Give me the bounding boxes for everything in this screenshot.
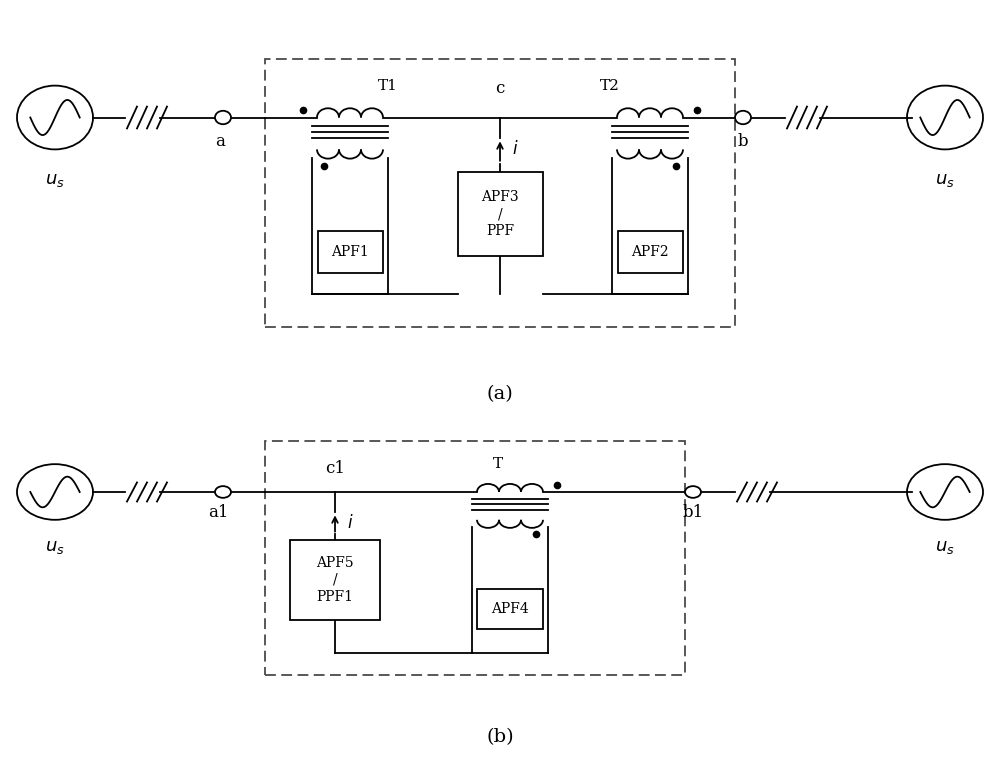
Text: c: c xyxy=(495,79,505,97)
Text: $u_s$: $u_s$ xyxy=(935,538,955,556)
Text: APF2: APF2 xyxy=(631,245,669,259)
Text: $u_s$: $u_s$ xyxy=(45,538,65,556)
Text: APF1: APF1 xyxy=(331,245,369,259)
Text: T2: T2 xyxy=(600,79,620,92)
Text: (a): (a) xyxy=(487,385,513,404)
Text: APF3
/
PPF: APF3 / PPF xyxy=(481,190,519,238)
Text: a1: a1 xyxy=(208,504,228,521)
Bar xyxy=(618,230,682,272)
Text: $u_s$: $u_s$ xyxy=(45,172,65,189)
Circle shape xyxy=(735,111,751,124)
Circle shape xyxy=(215,486,231,497)
Text: T1: T1 xyxy=(378,79,398,92)
Text: (b): (b) xyxy=(486,729,514,746)
Text: b1: b1 xyxy=(682,504,704,521)
Bar xyxy=(265,59,735,327)
Bar xyxy=(265,441,685,675)
Bar xyxy=(478,589,542,629)
Text: b: b xyxy=(738,133,748,150)
Bar xyxy=(458,172,542,256)
Bar xyxy=(290,539,380,620)
Circle shape xyxy=(685,486,701,497)
Text: T: T xyxy=(493,457,503,471)
Bar xyxy=(318,230,382,272)
Text: c1: c1 xyxy=(325,460,345,477)
Text: a: a xyxy=(215,133,225,150)
Text: APF4: APF4 xyxy=(491,602,529,617)
Circle shape xyxy=(215,111,231,124)
Text: $i$: $i$ xyxy=(512,140,518,159)
Text: $u_s$: $u_s$ xyxy=(935,172,955,189)
Text: $i$: $i$ xyxy=(347,513,353,532)
Text: APF5
/
PPF1: APF5 / PPF1 xyxy=(316,555,354,604)
